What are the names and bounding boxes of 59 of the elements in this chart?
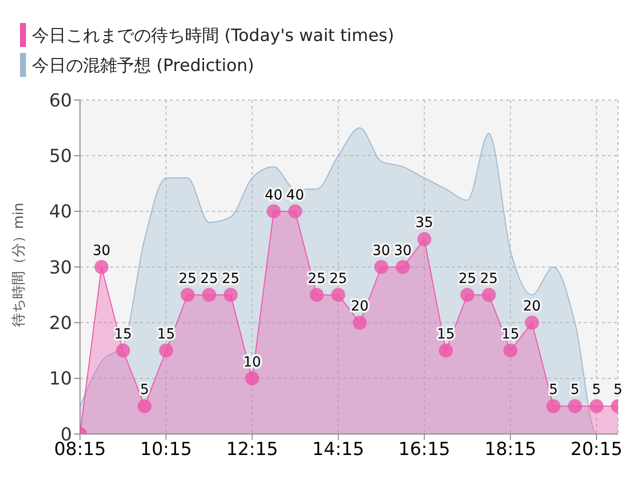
x-tick-label: 16:15: [398, 438, 450, 460]
point: [374, 260, 388, 274]
data-label: 30: [394, 243, 412, 259]
x-tick-label: 12:15: [226, 438, 278, 460]
data-label: 25: [329, 270, 348, 287]
y-axis-title: 待ち時間（分）min: [10, 202, 27, 327]
legend-label: 今日これまでの待ち時間 (Today's wait times): [32, 24, 394, 46]
point: [589, 399, 604, 414]
point: [266, 204, 281, 218]
data-label: 30: [92, 243, 110, 259]
point: [245, 371, 260, 386]
y-tick-label: 50: [49, 146, 72, 168]
data-label: 25: [480, 270, 498, 287]
y-tick-label: 30: [49, 257, 72, 278]
data-label: 25: [178, 270, 197, 287]
point: [546, 399, 560, 414]
point: [524, 316, 539, 330]
data-label: 15: [436, 326, 455, 342]
data-label: 5: [570, 382, 580, 398]
data-label: 40: [286, 187, 304, 204]
data-label: 40: [264, 187, 283, 204]
point: [568, 399, 582, 414]
data-label: 5: [592, 382, 601, 398]
point: [310, 288, 324, 302]
point: [224, 288, 238, 302]
x-tick-label: 14:15: [312, 438, 364, 460]
y-tick-label: 40: [49, 202, 72, 223]
point: [460, 288, 474, 302]
data-label: 35: [415, 215, 434, 232]
data-label: 5: [548, 382, 558, 398]
data-label: 25: [458, 270, 476, 287]
data-label: 25: [222, 270, 240, 287]
data-label: 10: [243, 354, 262, 370]
point: [116, 344, 130, 358]
data-label: 5: [614, 382, 622, 398]
point: [202, 288, 216, 302]
x-tick-label: 18:15: [484, 438, 536, 460]
point: [482, 288, 496, 302]
point: [138, 399, 152, 414]
x-tick-label: 10:15: [140, 438, 192, 460]
data-label: 30: [372, 243, 390, 259]
y-tick-label: 60: [49, 90, 72, 112]
point: [180, 288, 195, 302]
point: [288, 204, 302, 218]
x-tick-label: 20:15: [570, 438, 622, 460]
point: [396, 260, 410, 274]
data-label: 5: [140, 382, 150, 398]
data-label: 20: [523, 298, 541, 315]
y-tick-label: 20: [49, 313, 72, 334]
data-label: 25: [200, 270, 218, 287]
point: [331, 288, 346, 302]
point: [438, 344, 453, 358]
point: [159, 344, 174, 358]
point: [503, 344, 518, 358]
point: [417, 232, 432, 246]
point: [94, 260, 109, 274]
point: [352, 316, 367, 330]
y-tick-label: 10: [49, 368, 72, 390]
legend-label: 今日の混雑予想 (Prediction): [32, 54, 254, 76]
